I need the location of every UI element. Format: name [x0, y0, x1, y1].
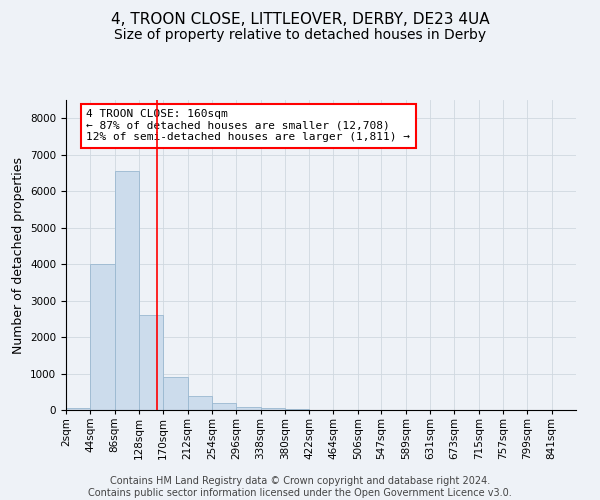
- Bar: [260, 408, 285, 410]
- Bar: [91, 264, 115, 410]
- Text: Contains HM Land Registry data © Crown copyright and database right 2024.
Contai: Contains HM Land Registry data © Crown c…: [88, 476, 512, 498]
- Bar: [285, 409, 309, 410]
- Bar: [212, 403, 236, 410]
- Bar: [139, 315, 163, 410]
- Bar: [163, 377, 188, 410]
- Text: 4, TROON CLOSE, LITTLEOVER, DERBY, DE23 4UA: 4, TROON CLOSE, LITTLEOVER, DERBY, DE23 …: [110, 12, 490, 28]
- Text: Size of property relative to detached houses in Derby: Size of property relative to detached ho…: [114, 28, 486, 42]
- Text: 4 TROON CLOSE: 160sqm
← 87% of detached houses are smaller (12,708)
12% of semi-: 4 TROON CLOSE: 160sqm ← 87% of detached …: [86, 110, 410, 142]
- Y-axis label: Number of detached properties: Number of detached properties: [11, 156, 25, 354]
- Bar: [236, 407, 260, 410]
- Bar: [188, 396, 212, 410]
- Bar: [115, 171, 139, 410]
- Bar: [66, 408, 91, 410]
